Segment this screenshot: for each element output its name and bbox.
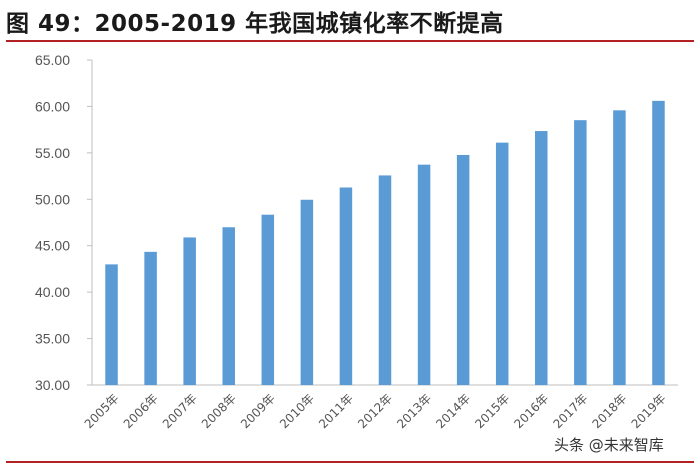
bar-2015年 [495,142,509,385]
y-tick-label: 35.00 [35,331,70,347]
bar-2018年 [613,110,626,385]
bar-2007年 [183,237,196,385]
y-tick-label: 30.00 [35,377,70,393]
x-tick-label: 2019年 [629,391,669,431]
bars [105,100,665,386]
x-tick-label: 2007年 [160,391,200,431]
bar-2016年 [535,131,548,385]
x-tick-label: 2015年 [472,391,512,431]
chart-title: 图 49：2005-2019 年我国城镇化率不断提高 [6,11,504,37]
y-tick-label: 65.00 [35,52,70,68]
bar-2019年 [652,100,665,385]
title-divider [6,40,694,42]
y-axis-ticks: 30.00 35.00 40.00 45.00 50.00 55.00 60.00 65.00 [35,52,92,393]
y-tick-label: 45.00 [35,238,70,254]
x-tick-label: 2016年 [511,391,551,431]
bar-2012年 [378,175,392,385]
bar-2008年 [222,227,235,385]
y-tick-label: 40.00 [35,284,70,300]
bottom-divider [6,461,694,463]
bar-2005年 [105,264,118,385]
watermark: 头条 @未来智库 [552,434,666,455]
bar-2013年 [417,164,431,385]
x-tick-label: 2014年 [433,391,473,431]
x-tick-label: 2012年 [355,391,395,431]
x-tick-label: 2009年 [238,391,278,431]
x-tick-label: 2011年 [316,391,356,431]
x-tick-label: 2006年 [121,391,161,431]
y-tick-label: 60.00 [35,98,70,114]
bar-2009年 [261,214,275,385]
x-axis-ticks: 2005年 2006年 2007年 2008年 2009年 2010年 2011年 2012年… [82,391,669,431]
bar-2014年 [456,154,470,385]
x-tick-label: 2010年 [277,391,317,431]
bar-2010年 [300,199,314,385]
x-tick-label: 2018年 [590,391,630,431]
x-tick-label: 2005年 [82,391,122,431]
bar-2017年 [574,120,587,386]
bar-2011年 [339,187,353,385]
y-tick-label: 55.00 [35,145,70,161]
x-tick-label: 2008年 [199,391,239,431]
x-tick-label: 2017年 [550,391,590,431]
bar-2006年 [144,251,157,385]
x-tick-label: 2013年 [394,391,434,431]
y-tick-label: 50.00 [35,191,70,207]
